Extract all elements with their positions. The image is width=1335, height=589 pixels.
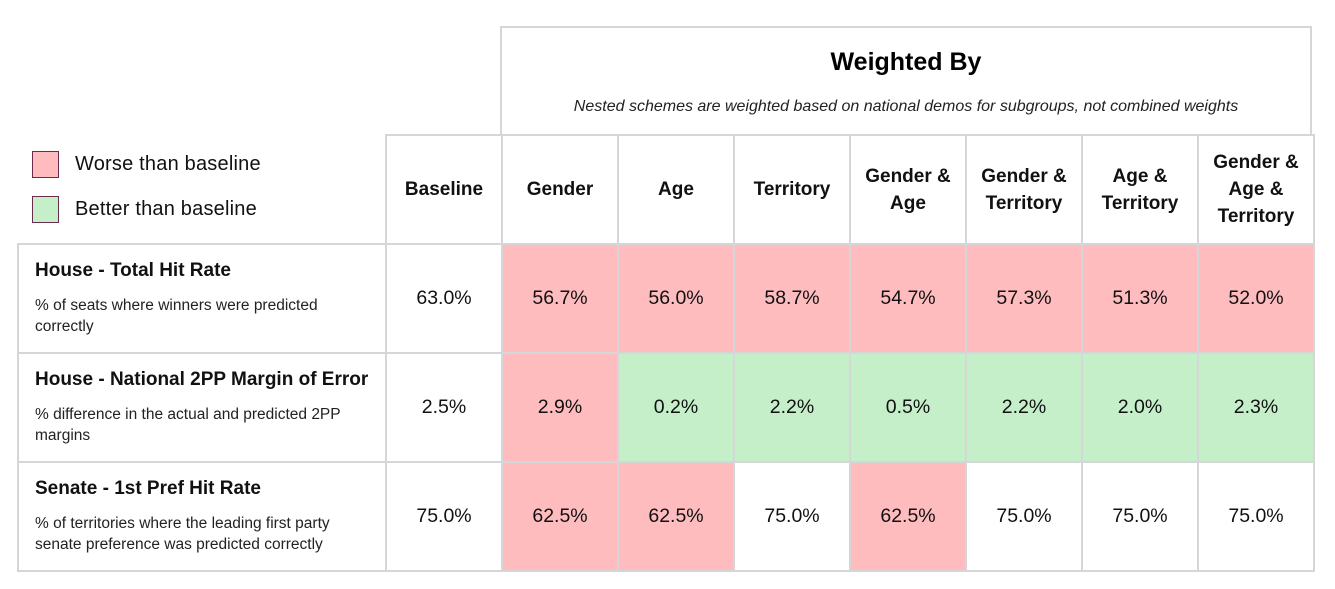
row-title: Senate - 1st Pref Hit Rate — [35, 478, 261, 499]
column-header-territory: Territory — [733, 134, 851, 245]
value-cell-gender-age-territory: 75.0% — [1197, 461, 1315, 572]
column-header-gender: Gender — [501, 134, 619, 245]
column-header-gender-age: Gender & Age — [849, 134, 967, 245]
column-header-gender-territory: Gender & Territory — [965, 134, 1083, 245]
row-header: House - National 2PP Margin of Error % d… — [17, 352, 387, 463]
value-cell-territory: 2.2% — [733, 352, 851, 463]
table-body: House - Total Hit Rate % of seats where … — [17, 243, 1315, 572]
value-cell-age: 0.2% — [617, 352, 735, 463]
value-cell-gender-age-territory: 52.0% — [1197, 243, 1315, 354]
row-title: House - Total Hit Rate — [35, 260, 231, 281]
weighted-by-subtitle: Nested schemes are weighted based on nat… — [573, 98, 1239, 115]
value-cell-gender-territory: 57.3% — [965, 243, 1083, 354]
results-table: Baseline Gender Age Territory Gender & A… — [17, 134, 1315, 572]
column-header-age: Age — [617, 134, 735, 245]
value-cell-gender: 62.5% — [501, 461, 619, 572]
value-cell-territory: 75.0% — [733, 461, 851, 572]
column-header-age-territory: Age & Territory — [1081, 134, 1199, 245]
value-cell-gender-territory: 75.0% — [965, 461, 1083, 572]
row-title: House - National 2PP Margin of Error — [35, 369, 369, 390]
table-row: House - Total Hit Rate % of seats where … — [17, 243, 1315, 354]
weighted-by-title: Weighted By — [830, 48, 982, 76]
table-row: Senate - 1st Pref Hit Rate % of territor… — [17, 461, 1315, 572]
value-cell-gender: 2.9% — [501, 352, 619, 463]
value-cell-age-territory: 2.0% — [1081, 352, 1199, 463]
value-cell-gender-age: 54.7% — [849, 243, 967, 354]
row-description: % difference in the actual and predicted… — [35, 406, 341, 444]
value-cell-gender-age: 62.5% — [849, 461, 967, 572]
value-cell-baseline: 63.0% — [385, 243, 503, 354]
value-cell-gender-age: 0.5% — [849, 352, 967, 463]
row-header: House - Total Hit Rate % of seats where … — [17, 243, 387, 354]
value-cell-gender: 56.7% — [501, 243, 619, 354]
weighted-by-header: Weighted By Nested schemes are weighted … — [500, 26, 1312, 134]
value-cell-gender-territory: 2.2% — [965, 352, 1083, 463]
column-header-baseline: Baseline — [385, 134, 503, 245]
value-cell-baseline: 2.5% — [385, 352, 503, 463]
value-cell-age-territory: 51.3% — [1081, 243, 1199, 354]
table-row: House - National 2PP Margin of Error % d… — [17, 352, 1315, 463]
value-cell-age: 56.0% — [617, 243, 735, 354]
row-description: % of territories where the leading first… — [35, 515, 330, 553]
header-row: Baseline Gender Age Territory Gender & A… — [18, 134, 1315, 245]
row-header: Senate - 1st Pref Hit Rate % of territor… — [17, 461, 387, 572]
value-cell-baseline: 75.0% — [385, 461, 503, 572]
value-cell-territory: 58.7% — [733, 243, 851, 354]
column-header-gender-age-territory: Gender & Age & Territory — [1197, 134, 1315, 245]
value-cell-gender-age-territory: 2.3% — [1197, 352, 1315, 463]
value-cell-age: 62.5% — [617, 461, 735, 572]
row-description: % of seats where winners were predicted … — [35, 297, 318, 335]
value-cell-age-territory: 75.0% — [1081, 461, 1199, 572]
table-corner — [18, 135, 387, 244]
